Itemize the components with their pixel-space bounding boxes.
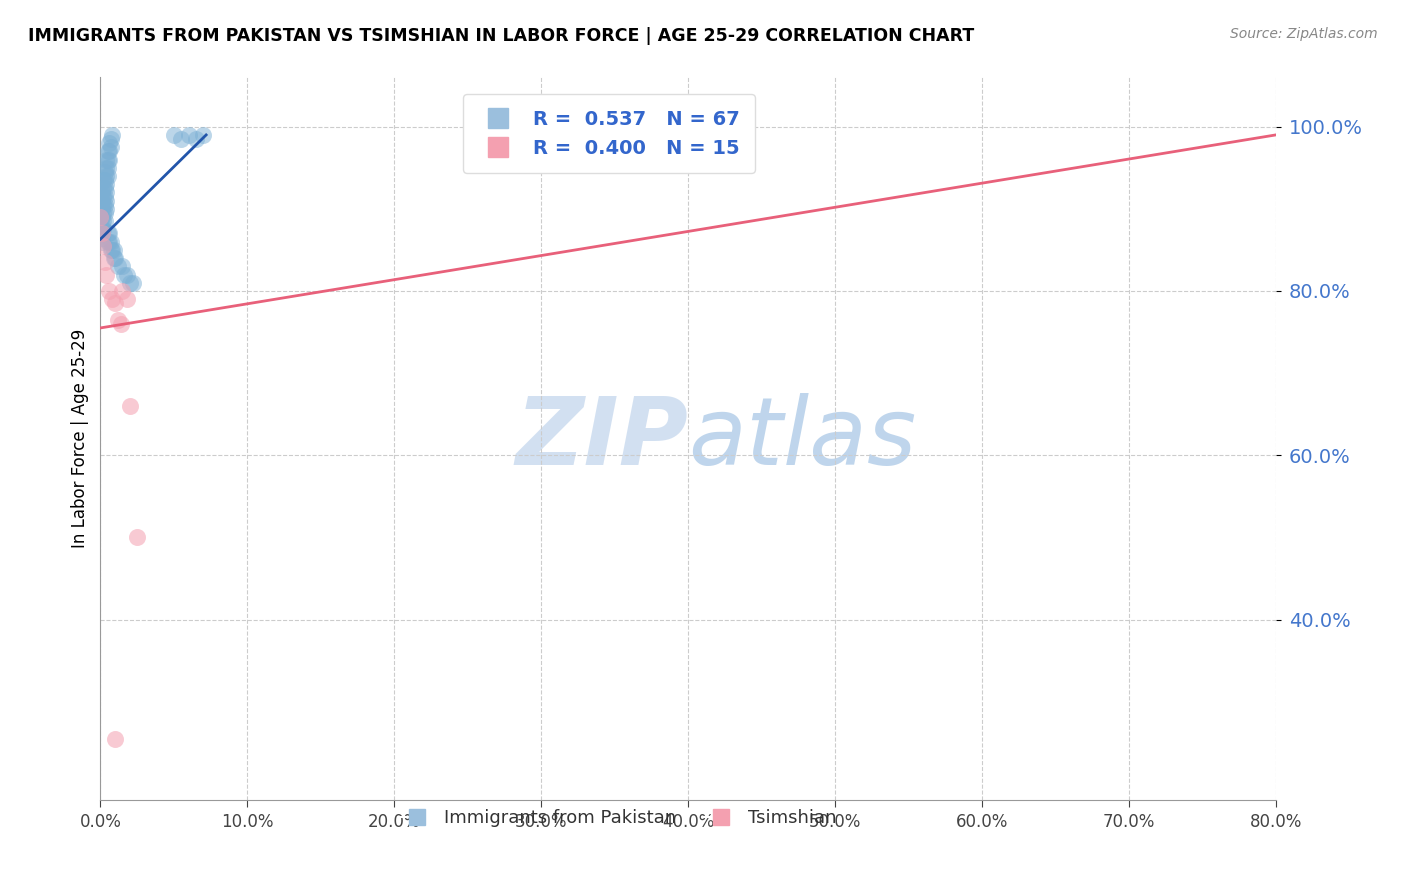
Point xyxy=(91,181,114,195)
Legend: Immigrants from Pakistan, Tsimshian: Immigrants from Pakistan, Tsimshian xyxy=(391,802,844,835)
Point xyxy=(98,284,121,298)
Point xyxy=(97,161,120,175)
Point xyxy=(89,227,111,241)
Point xyxy=(94,214,117,228)
Point xyxy=(96,202,118,216)
Point xyxy=(110,317,132,331)
Point xyxy=(98,145,121,159)
Point xyxy=(90,227,112,241)
Point xyxy=(90,230,112,244)
Point xyxy=(112,268,135,282)
Point xyxy=(94,206,117,220)
Point xyxy=(91,239,114,253)
Text: Source: ZipAtlas.com: Source: ZipAtlas.com xyxy=(1230,27,1378,41)
Point xyxy=(91,206,114,220)
Point xyxy=(91,198,114,212)
Point xyxy=(193,128,215,142)
Point xyxy=(90,222,112,236)
Point xyxy=(89,219,111,233)
Point xyxy=(96,194,118,208)
Point xyxy=(94,255,117,269)
Y-axis label: In Labor Force | Age 25-29: In Labor Force | Age 25-29 xyxy=(72,329,89,549)
Point xyxy=(94,189,117,203)
Point xyxy=(121,276,143,290)
Point xyxy=(94,173,117,187)
Point xyxy=(104,251,127,265)
Point xyxy=(90,202,112,216)
Point xyxy=(89,222,111,236)
Point xyxy=(98,153,121,167)
Point xyxy=(89,210,111,224)
Point xyxy=(91,189,114,203)
Point xyxy=(100,140,122,154)
Point xyxy=(177,128,200,142)
Point xyxy=(90,219,112,233)
Point xyxy=(97,153,120,167)
Point xyxy=(94,165,117,179)
Point xyxy=(101,243,124,257)
Point xyxy=(118,276,141,290)
Point xyxy=(104,731,127,746)
Point xyxy=(100,235,122,249)
Point xyxy=(97,145,120,159)
Point xyxy=(91,214,114,228)
Point xyxy=(94,198,117,212)
Point xyxy=(90,210,112,224)
Point xyxy=(94,181,117,195)
Point xyxy=(90,235,112,249)
Point xyxy=(98,136,121,150)
Point xyxy=(96,153,118,167)
Point xyxy=(96,186,118,200)
Point xyxy=(90,194,112,208)
Point xyxy=(115,292,138,306)
Point xyxy=(101,128,124,142)
Text: IMMIGRANTS FROM PAKISTAN VS TSIMSHIAN IN LABOR FORCE | AGE 25-29 CORRELATION CHA: IMMIGRANTS FROM PAKISTAN VS TSIMSHIAN IN… xyxy=(28,27,974,45)
Point xyxy=(96,169,118,183)
Point xyxy=(101,292,124,306)
Point xyxy=(96,268,118,282)
Point xyxy=(97,235,120,249)
Point xyxy=(98,235,121,249)
Point xyxy=(111,284,134,298)
Point xyxy=(91,173,114,187)
Point xyxy=(90,227,112,241)
Point xyxy=(163,128,186,142)
Point xyxy=(104,296,127,310)
Point xyxy=(184,132,207,146)
Point xyxy=(107,260,129,274)
Point xyxy=(115,268,138,282)
Point xyxy=(96,161,118,175)
Point xyxy=(90,186,112,200)
Point xyxy=(100,243,122,257)
Point xyxy=(97,169,120,183)
Point xyxy=(91,222,114,236)
Point xyxy=(100,132,122,146)
Point xyxy=(96,178,118,192)
Point xyxy=(107,312,129,326)
Text: ZIP: ZIP xyxy=(515,392,688,485)
Point xyxy=(103,243,125,257)
Point xyxy=(170,132,193,146)
Point xyxy=(97,227,120,241)
Point xyxy=(118,399,141,413)
Point xyxy=(111,260,134,274)
Text: atlas: atlas xyxy=(688,393,917,484)
Point xyxy=(103,251,125,265)
Point xyxy=(125,530,148,544)
Point xyxy=(98,227,121,241)
